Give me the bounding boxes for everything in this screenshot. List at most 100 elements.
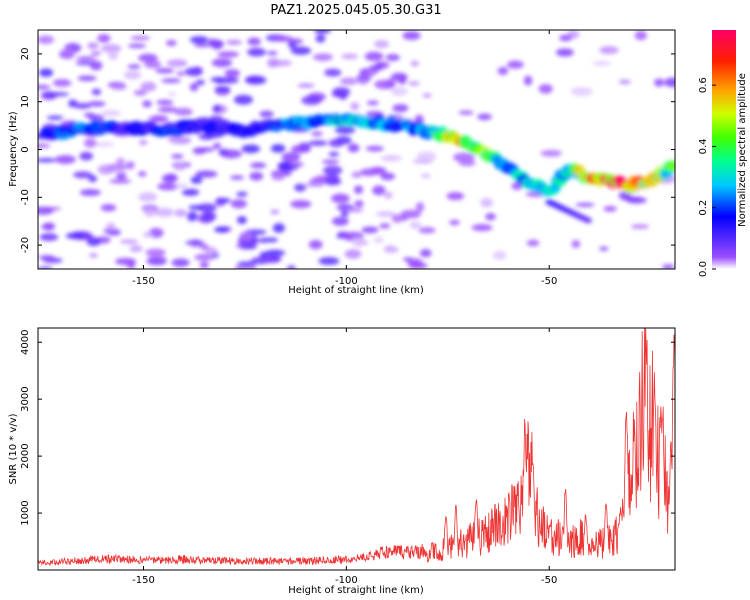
- spectrogram-noise-blob: [331, 216, 349, 226]
- spectrogram-noise-blob: [372, 167, 387, 175]
- x-tick-label: -50: [541, 575, 557, 586]
- spectrogram-noise-blob: [214, 226, 230, 233]
- spectrogram-noise-blob: [239, 231, 254, 241]
- spectrogram-noise-blob: [458, 110, 474, 115]
- spectrogram-noise-blob: [173, 184, 189, 189]
- spectrogram-noise-blob: [364, 51, 384, 62]
- snr-series-line: [38, 328, 675, 567]
- spectrogram-noise-blob: [87, 42, 99, 50]
- spectrogram-noise-blob: [39, 233, 59, 242]
- spectrogram-noise-blob: [291, 144, 311, 154]
- spectrogram-noise-blob: [86, 237, 101, 247]
- snr-x-ticks: -150 -100 -50: [132, 328, 557, 586]
- spectrogram-noise-blob: [301, 95, 322, 105]
- spectrogram-y-ticks: 20 10 0 -10 -20: [20, 48, 675, 253]
- spectrogram-noise-blob: [526, 239, 540, 247]
- spectrogram-noise-blob: [408, 262, 428, 269]
- spectrogram-noise-blob: [142, 100, 152, 108]
- spectrogram-noise-blob: [189, 82, 199, 92]
- spectrogram-noise-blob: [356, 73, 372, 83]
- snr-y-label: SNR (10 * v/v): [8, 413, 19, 484]
- spectrogram-noise-blob: [662, 264, 675, 269]
- spectrogram-noise-blob: [372, 185, 386, 196]
- spectrogram-noise-blob: [390, 87, 408, 96]
- colorbar-label: Normalized spectral amplitude: [737, 73, 748, 227]
- spectrogram-noise-blob: [53, 79, 69, 85]
- spectrogram-noise-blob: [634, 30, 647, 41]
- colorbar-tick-label: 0.0: [698, 261, 709, 277]
- spectrogram-noise-blob: [143, 207, 157, 217]
- spectrogram-noise-blob: [126, 161, 135, 170]
- colorbar-tick-label: 0.4: [698, 138, 709, 154]
- spectrogram-noise-blob: [103, 229, 112, 234]
- spectrogram-noise-blob: [171, 258, 190, 268]
- spectrogram-noise-blob: [318, 257, 340, 266]
- spectrogram-noise-blob: [630, 224, 650, 229]
- spectrogram-noise-blob: [365, 145, 384, 152]
- spectrogram-noise-blob: [239, 244, 257, 250]
- spectrogram-noise-blob: [146, 257, 167, 266]
- spectrogram-noise-blob: [38, 266, 53, 269]
- spectrogram-noise-blob: [344, 249, 362, 259]
- spectrogram-noise-blob: [391, 214, 403, 224]
- spectrogram-noise-blob: [350, 102, 360, 111]
- y-tick-label: 10: [20, 95, 31, 108]
- spectrogram-noise-blob: [555, 48, 574, 57]
- spectrogram-noise-blob: [385, 54, 400, 62]
- y-tick-label: -10: [20, 189, 31, 205]
- spectrogram-noise-blob: [54, 155, 76, 164]
- spectrogram-noise-blob: [331, 193, 350, 204]
- spectrogram-noise-blob: [79, 151, 94, 161]
- spectrogram-noise-blob: [400, 209, 422, 219]
- spectrogram-noise-blob: [373, 236, 384, 244]
- spectrogram-noise-blob: [79, 189, 102, 196]
- spectrogram-noise-blob: [220, 149, 243, 159]
- spectrogram-noise-blob: [38, 35, 55, 45]
- spectrogram-noise-blob: [100, 110, 122, 117]
- spectrogram-noise-blob: [88, 175, 98, 183]
- spectrogram-noise-blob: [654, 78, 665, 87]
- spectrogram-noise-blob: [123, 70, 142, 80]
- spectrogram-noise-blob: [419, 248, 432, 258]
- spectrogram-noise-blob: [236, 216, 247, 225]
- spectrogram-noise-blob: [366, 69, 376, 77]
- spectrogram-noise-blob: [100, 204, 117, 212]
- spectrogram-noise-blob: [161, 174, 178, 183]
- spectrogram-noise-blob: [346, 208, 364, 213]
- spectrogram-noise-blob: [166, 59, 188, 68]
- spectrogram-noise-blob: [87, 101, 106, 107]
- spectrogram-noise-blob: [133, 89, 147, 96]
- spectrogram-noise-blob: [272, 223, 285, 233]
- spectrogram-noise-blob: [39, 68, 54, 77]
- spectrogram-noise-blob: [192, 147, 206, 155]
- spectrogram-noise-blob: [281, 152, 301, 163]
- spectrogram-noise-blob: [324, 68, 342, 77]
- spectrogram-noise-blob: [241, 144, 261, 154]
- spectrogram-noise-blob: [416, 151, 437, 161]
- spectrogram-noise-blob: [599, 46, 619, 55]
- spectrogram-noise-blob: [165, 39, 177, 47]
- spectrogram-noise-blob: [407, 81, 421, 86]
- spectrogram-noise-blob: [100, 44, 122, 53]
- spectrogram-noise-blob: [43, 222, 56, 231]
- colorbar-tick-label: 0.6: [698, 77, 709, 93]
- spectrogram-noise-blob: [380, 172, 395, 181]
- spectrogram-noise-blob: [107, 163, 128, 172]
- spectrogram-noise-blob: [174, 209, 188, 217]
- spectrogram-noise-blob: [449, 220, 460, 226]
- spectrogram-noise-blob: [174, 107, 193, 116]
- spectrogram-noise-blob: [618, 79, 631, 85]
- y-tick-label: 1000: [20, 500, 31, 525]
- spectrogram-noise-blob: [366, 100, 379, 106]
- spectrogram-noise-blob: [308, 239, 323, 250]
- spectrogram-noise-blob: [193, 43, 212, 48]
- spectrogram-noise-blob: [244, 75, 267, 85]
- snr-panel: -150 -100 -50 4000 3000 2000 1000 Height of s…: [8, 327, 676, 596]
- spectrogram-noise-blob: [38, 143, 51, 148]
- spectrogram-noise-blob: [230, 199, 247, 209]
- spectrogram-noise-blob: [184, 67, 203, 77]
- spectrogram-noise-blob: [289, 161, 304, 167]
- spectrogram-noise-blob: [46, 115, 64, 120]
- spectrogram-noise-blob: [415, 202, 425, 212]
